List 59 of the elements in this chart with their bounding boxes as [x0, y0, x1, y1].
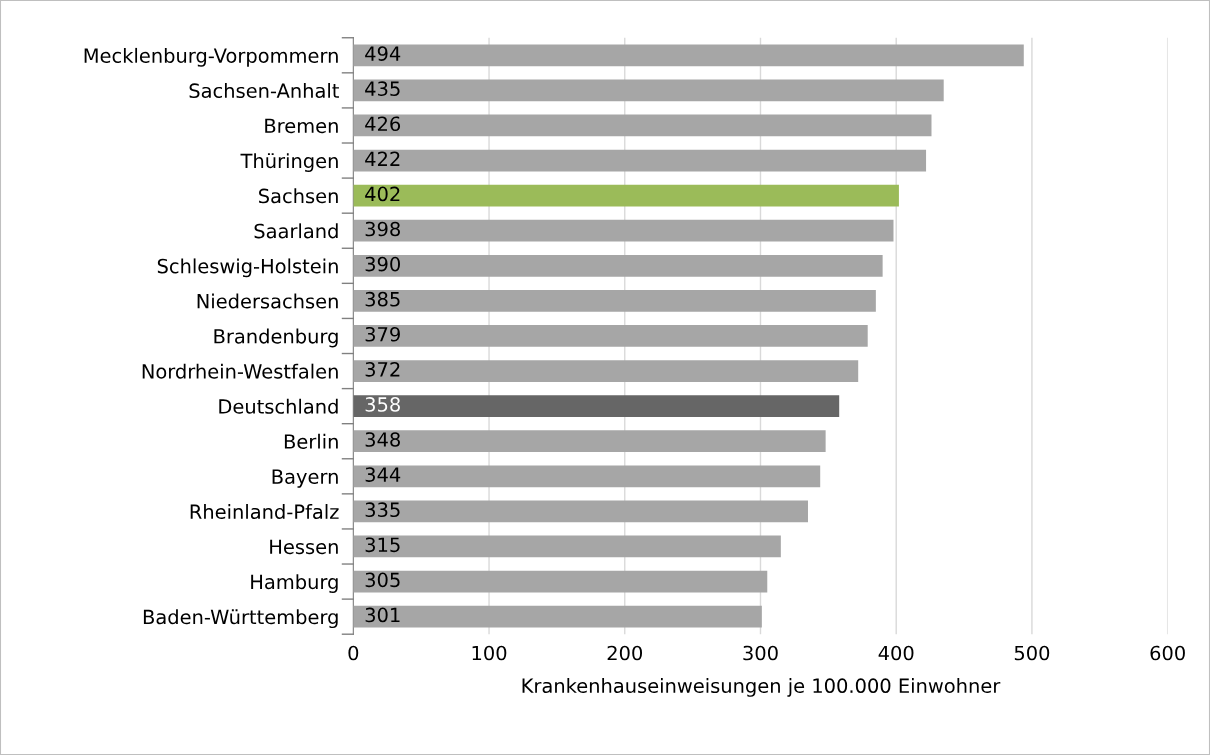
y-tick-label: Rheinland-Pfalz — [190, 504, 339, 520]
y-tick-label: Thüringen — [240, 153, 338, 172]
bar — [353, 535, 781, 558]
y-tick-label: Sachsen — [259, 188, 338, 204]
data-label: 402 — [365, 186, 400, 202]
data-label: 335 — [365, 502, 400, 518]
y-tick-label: Baden-Württemberg — [143, 609, 338, 629]
bar — [353, 254, 883, 277]
x-tick-label: 200 — [607, 645, 643, 661]
bar — [353, 570, 768, 593]
data-label: 348 — [365, 432, 400, 447]
data-label: 398 — [365, 221, 400, 237]
bar — [353, 325, 868, 347]
bar — [353, 44, 1024, 67]
bar — [353, 290, 876, 312]
x-tick-label: 100 — [472, 645, 507, 661]
bar — [353, 465, 821, 488]
data-label: 379 — [365, 326, 400, 342]
y-tick-label: Mecklenburg-Vorpommern — [84, 47, 338, 67]
data-label: 390 — [365, 256, 400, 272]
x-tick-label: 400 — [878, 645, 914, 661]
y-tick-label: Saarland — [254, 223, 338, 239]
y-tick-label: Brandenburg — [214, 328, 338, 348]
data-label: 305 — [365, 572, 400, 588]
bar — [353, 79, 944, 102]
data-label: 344 — [365, 467, 401, 482]
data-label: 494 — [365, 46, 401, 61]
data-label: 372 — [365, 361, 400, 377]
x-axis-title: Krankenhauseinweisungen je 100.000 Einwohner — [522, 678, 1001, 697]
y-tick-label: Berlin — [284, 433, 338, 449]
y-tick-label: Schleswig-Holstein — [157, 258, 338, 278]
data-label: 315 — [365, 537, 400, 553]
bar — [353, 114, 932, 137]
y-tick-label: Hessen — [270, 539, 338, 555]
y-tick-label: Sachsen-Anhalt — [189, 82, 339, 99]
bar — [353, 395, 840, 418]
x-tick-label: 600 — [1150, 645, 1185, 661]
data-label: 301 — [365, 607, 400, 623]
y-tick-label: Hamburg — [251, 574, 338, 593]
data-label: 385 — [365, 291, 400, 307]
x-tick-label: 300 — [743, 645, 778, 661]
bar — [353, 605, 762, 628]
bar — [353, 219, 894, 242]
data-label: 426 — [365, 116, 401, 132]
y-tick-label: Niedersachsen — [197, 293, 338, 309]
bar — [353, 184, 899, 207]
x-tick-label: 500 — [1014, 645, 1050, 661]
y-tick-label: Nordrhein-Westfalen — [142, 363, 338, 379]
x-tick-label: 0 — [348, 645, 359, 661]
data-label: 435 — [365, 81, 400, 97]
bar — [353, 430, 826, 453]
y-tick-label: Bayern — [272, 469, 338, 488]
y-tick-label: Deutschland — [219, 398, 338, 414]
bar — [353, 149, 927, 172]
bar — [353, 500, 808, 523]
data-label: 358 — [365, 397, 400, 412]
data-label: 422 — [365, 151, 400, 166]
bar — [353, 360, 859, 382]
y-tick-label: Bremen — [265, 118, 338, 134]
